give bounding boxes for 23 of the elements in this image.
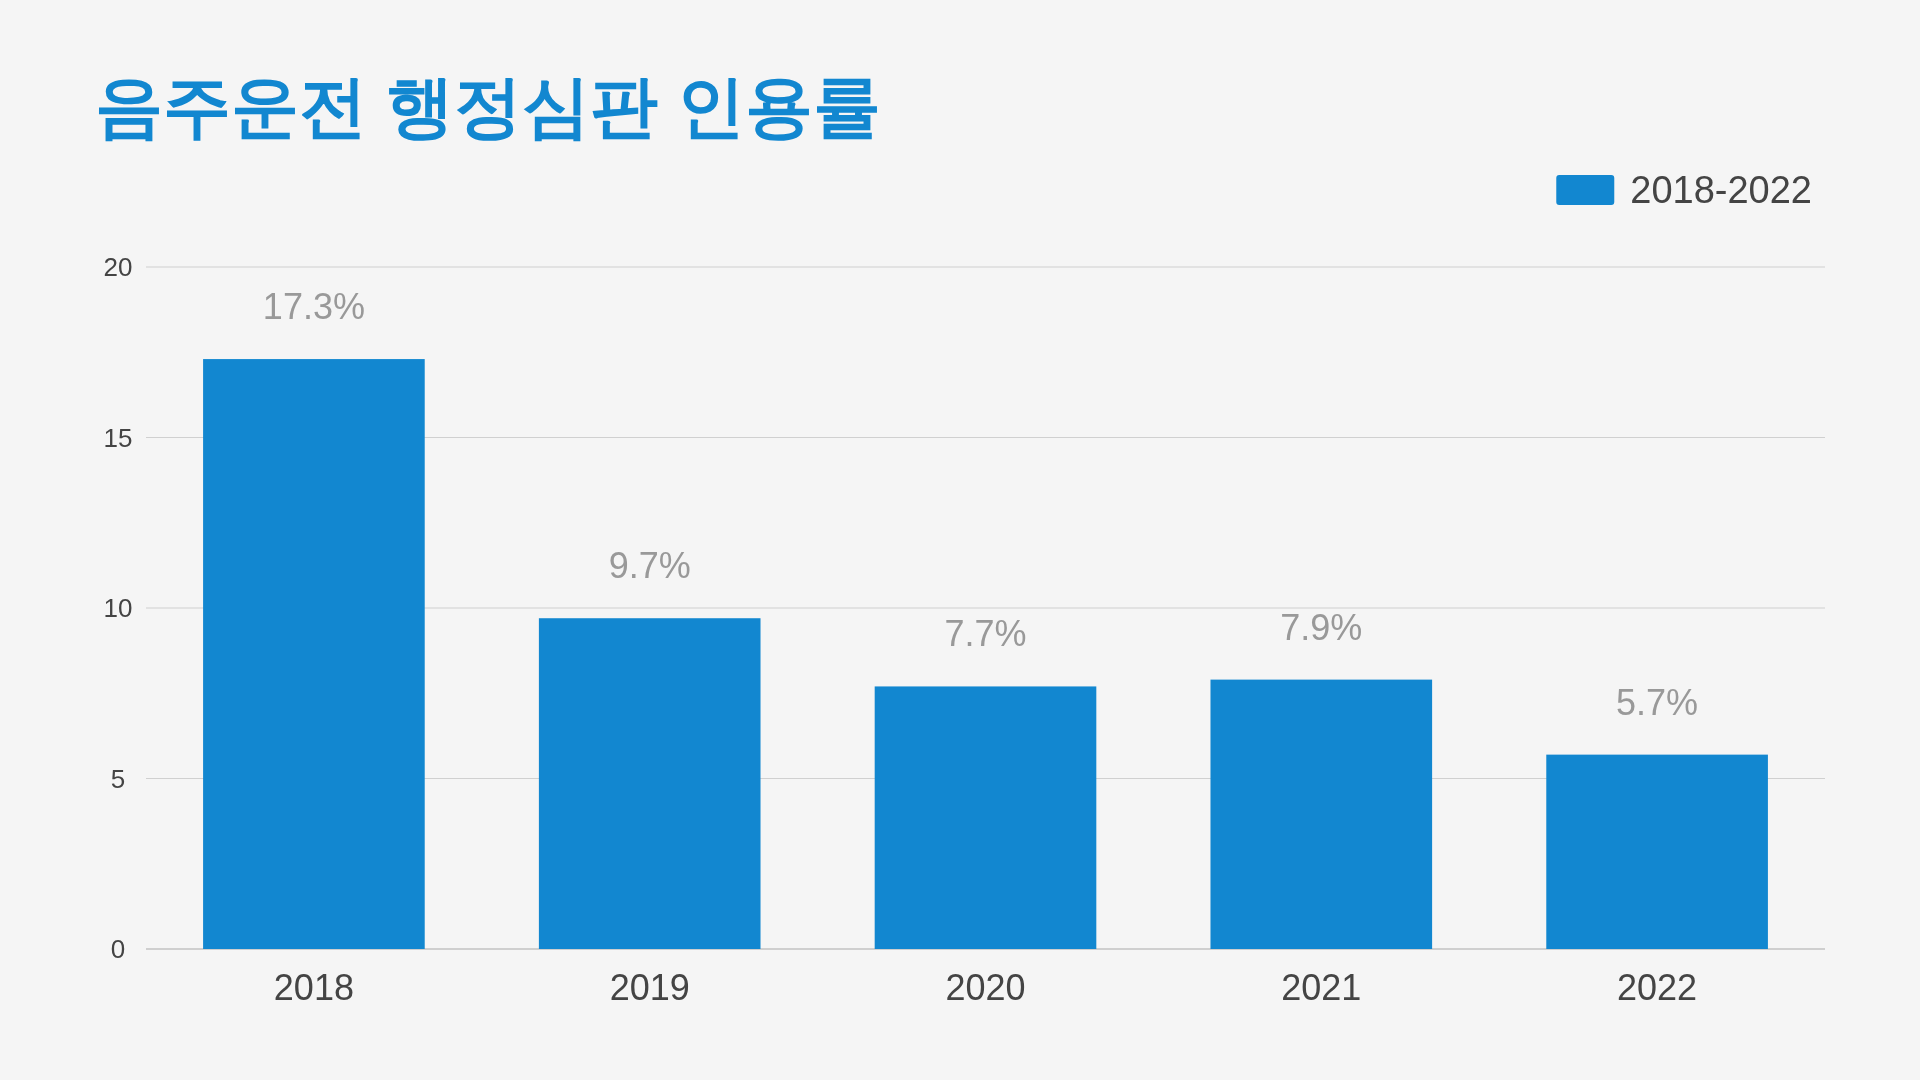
y-tick-label: 20 [103, 252, 133, 282]
y-tick-label: 15 [103, 422, 133, 453]
bar [1546, 754, 1768, 949]
bar [1210, 679, 1433, 949]
x-tick-label: 2022 [1617, 967, 1698, 1008]
bar [538, 618, 761, 949]
text: 7.9% [1280, 606, 1363, 648]
text: 5.7% [1616, 681, 1699, 723]
x-tick-label: 2021 [1281, 967, 1362, 1008]
x-tick-label: 2020 [945, 967, 1026, 1008]
y-tick-label: 0 [110, 934, 126, 964]
y-tick-label: 10 [103, 593, 133, 623]
text: 7.7% [944, 613, 1027, 655]
x-tick-label: 2018 [273, 967, 354, 1008]
legend: 2018-2022 [1556, 169, 1812, 211]
text: 17.3% [262, 286, 365, 328]
text: 9.7% [608, 545, 691, 587]
bar [203, 359, 425, 949]
legend-label: 2018-2022 [1630, 169, 1812, 211]
x-tick-label: 2019 [609, 967, 690, 1008]
bar [874, 686, 1097, 949]
chart-title: 음주운전 행정심판 인용률 [95, 68, 881, 144]
y-tick-label: 5 [110, 763, 126, 794]
